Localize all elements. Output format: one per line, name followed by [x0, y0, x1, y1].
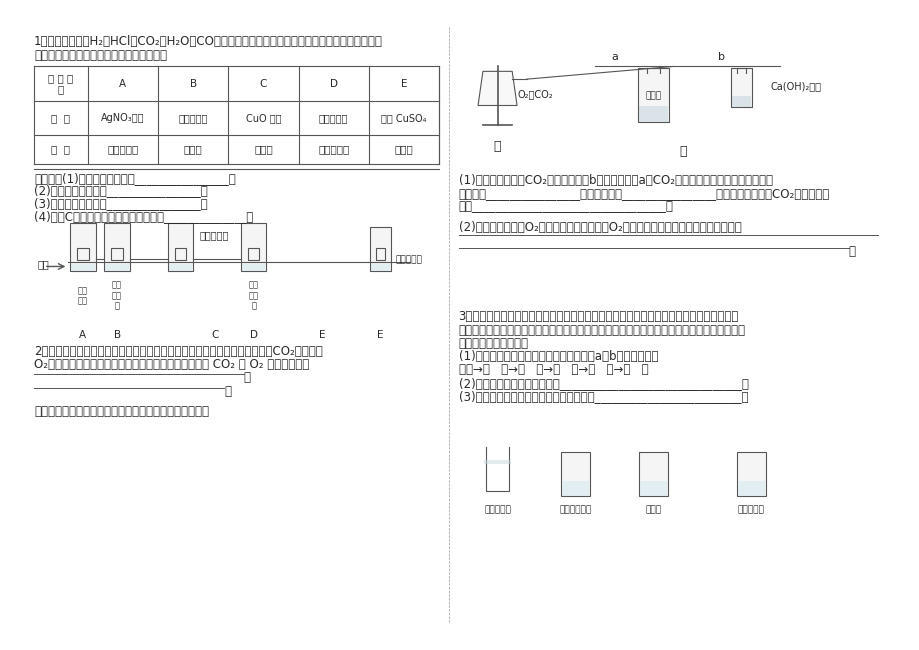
Text: 变浑浊: 变浑浊: [184, 144, 202, 155]
Text: 1、某气体也许由H₂、HCl、CO₂、H₂O、CO中的一种或几种构成，为规定其成分，进行如下实验，: 1、某气体也许由H₂、HCl、CO₂、H₂O、CO中的一种或几种构成，为规定其成…: [34, 35, 382, 48]
Bar: [167, 222, 193, 271]
Bar: [369, 227, 391, 271]
Text: C: C: [210, 330, 218, 340]
Text: 澄清
石灰
水: 澄清 石灰 水: [112, 281, 122, 311]
Bar: [168, 263, 192, 271]
Bar: [248, 248, 259, 259]
Text: 变红色: 变红色: [254, 144, 273, 155]
Text: 无明显变化: 无明显变化: [108, 144, 139, 155]
Bar: [175, 248, 186, 259]
Text: 试推断：(1)该气体中一定没有________________；: 试推断：(1)该气体中一定没有________________；: [34, 172, 235, 185]
Text: 乙: 乙: [678, 144, 686, 157]
Text: 无水 CuSO₄: 无水 CuSO₄: [380, 112, 426, 123]
Text: 澄清石灰水: 澄清石灰水: [178, 112, 208, 123]
Bar: [104, 222, 130, 271]
Text: 气体通过有关装置时所观测到的现象如下：: 气体通过有关装置时所观测到的现象如下：: [34, 49, 167, 62]
Bar: [736, 452, 765, 496]
Text: 2、小明对防毒面具中活性炭的作用产生了爱好；活性炭能否吸附人体呼出的CO₂和吸进的: 2、小明对防毒面具中活性炭的作用产生了爱好；活性炭能否吸附人体呼出的CO₂和吸进…: [34, 344, 323, 358]
Text: D: D: [329, 79, 337, 88]
Text: 现  象: 现 象: [51, 144, 71, 155]
Text: (2)请简单论述实验现象及结论_______________________________。: (2)请简单论述实验现象及结论_________________________…: [458, 377, 747, 390]
Bar: [70, 222, 96, 271]
Text: 变蓝色: 变蓝色: [394, 144, 413, 155]
Bar: [640, 481, 666, 496]
Text: 甲: 甲: [494, 140, 501, 153]
Text: 纯氧→（   ）→（   ）→（   ）→（   ）→（   ）: 纯氧→（ ）→（ ）→（ ）→（ ）→（ ）: [458, 363, 648, 376]
Text: 试  剂: 试 剂: [51, 112, 71, 123]
Text: 浓硫酸: 浓硫酸: [645, 506, 661, 515]
Bar: [375, 248, 385, 259]
Text: O₂或CO₂: O₂或CO₂: [516, 89, 552, 99]
Text: 无水硫酸铜: 无水硫酸铜: [394, 255, 422, 265]
Text: E: E: [400, 79, 407, 88]
Text: 下实验装置进行验证：: 下实验装置进行验证：: [458, 337, 528, 350]
Text: 活性炭: 活性炭: [645, 91, 661, 100]
Text: (2)该气体中一定具有________________；: (2)该气体中一定具有________________；: [34, 185, 208, 198]
Text: 澄清石灰水: 澄清石灰水: [737, 506, 764, 515]
Text: (3)该气体中也许具有________________；: (3)该气体中也许具有________________；: [34, 197, 208, 210]
Text: A: A: [119, 79, 126, 88]
Bar: [730, 68, 752, 107]
Bar: [111, 248, 122, 259]
Bar: [241, 222, 266, 271]
Polygon shape: [478, 72, 516, 105]
Text: (2)若气囊中所充为O₂时，用上述装置，验证O₂与否被吸附的操作措施、现象和结论是: (2)若气囊中所充为O₂时，用上述装置，验证O₂与否被吸附的操作措施、现象和结论…: [458, 220, 741, 233]
Bar: [639, 452, 667, 496]
Text: A: A: [79, 330, 86, 340]
Text: (3)实验中选择纯氧而不选用空气的因素是_________________________。: (3)实验中选择纯氧而不选用空气的因素是____________________…: [458, 391, 747, 404]
Bar: [77, 248, 88, 259]
Text: (4)写出C装置中发生反映的化学方程式______________。: (4)写出C装置中发生反映的化学方程式______________。: [34, 210, 253, 223]
Bar: [639, 106, 667, 122]
Text: C: C: [259, 79, 267, 88]
Text: 氧化铜粉末: 氧化铜粉末: [199, 230, 229, 240]
Text: 装 置 编
号: 装 置 编 号: [49, 73, 74, 94]
Text: 将所得气体分别充入气囊中，按照装置乙依次进行实验。: 将所得气体分别充入气囊中，按照装置乙依次进行实验。: [34, 405, 209, 418]
Text: 氢氧化钠溶液: 氢氧化钠溶液: [559, 506, 591, 515]
Text: 无明显变化: 无明显变化: [318, 144, 349, 155]
Text: AgNO₃溶液: AgNO₃溶液: [101, 112, 144, 123]
Text: 纸制的食品袋。同窗们通过查阅资料，得知食品袋的构成成分具有碳元素和氢元素，请选择如: 纸制的食品袋。同窗们通过查阅资料，得知食品袋的构成成分具有碳元素和氢元素，请选择…: [458, 324, 744, 337]
Text: 稀酸
溶液: 稀酸 溶液: [78, 286, 88, 306]
Text: a: a: [610, 52, 618, 62]
Text: Ca(OH)₂溶液: Ca(OH)₂溶液: [770, 81, 821, 91]
Bar: [106, 263, 129, 271]
Text: 3、一次性塑料包装袋导致的环境污染已经引起了社会的高度关注，许多都市已经开始使用: 3、一次性塑料包装袋导致的环境污染已经引起了社会的高度关注，许多都市已经开始使用: [458, 310, 738, 323]
Text: E: E: [377, 330, 383, 340]
Text: CuO 粉末: CuO 粉末: [245, 112, 281, 123]
Text: 澄清石灰水: 澄清石灰水: [319, 112, 348, 123]
Text: O₂？于是进行了如下探究：依次写出用装置甲分别制取 CO₂ 和 O₂ 的化学方程式: O₂？于是进行了如下探究：依次写出用装置甲分别制取 CO₂ 和 O₂ 的化学方程…: [34, 358, 309, 371]
Text: (1)若气囊中所充为CO₂，关闭弹簧夹b，打开弹簧夹a，CO₂被活性炭完全吸附时，看到现象: (1)若气囊中所充为CO₂，关闭弹簧夹b，打开弹簧夹a，CO₂被活性炭完全吸附时…: [458, 174, 772, 187]
Text: E: E: [318, 330, 324, 340]
Bar: [562, 481, 589, 496]
Text: D: D: [249, 330, 257, 340]
Text: 气体: 气体: [37, 259, 49, 270]
Bar: [561, 452, 590, 496]
Text: 澄清
石灰
水: 澄清 石灰 水: [248, 281, 258, 311]
Text: 。: 。: [224, 385, 232, 398]
Bar: [638, 68, 668, 122]
Text: 无水硫酸铜: 无水硫酸铜: [483, 506, 510, 515]
Text: b: b: [718, 52, 725, 62]
Text: 象是_________________________________。: 象是_________________________________。: [458, 200, 673, 213]
Text: B: B: [189, 79, 197, 88]
Text: 。: 。: [244, 371, 251, 384]
Bar: [242, 263, 265, 271]
Text: B: B: [113, 330, 120, 340]
Text: 。: 。: [848, 245, 855, 258]
Bar: [731, 96, 751, 107]
Bar: [370, 263, 390, 271]
Text: 是：气囊________________，澄清石灰水________________；若活性炭不吸附CO₂，看到的现: 是：气囊________________，澄清石灰水______________…: [458, 187, 829, 200]
Bar: [71, 263, 95, 271]
Bar: [737, 481, 764, 496]
Text: (1)你所选择的实验装置的连接顺序是（用a、b等符号表达）: (1)你所选择的实验装置的连接顺序是（用a、b等符号表达）: [458, 350, 657, 363]
